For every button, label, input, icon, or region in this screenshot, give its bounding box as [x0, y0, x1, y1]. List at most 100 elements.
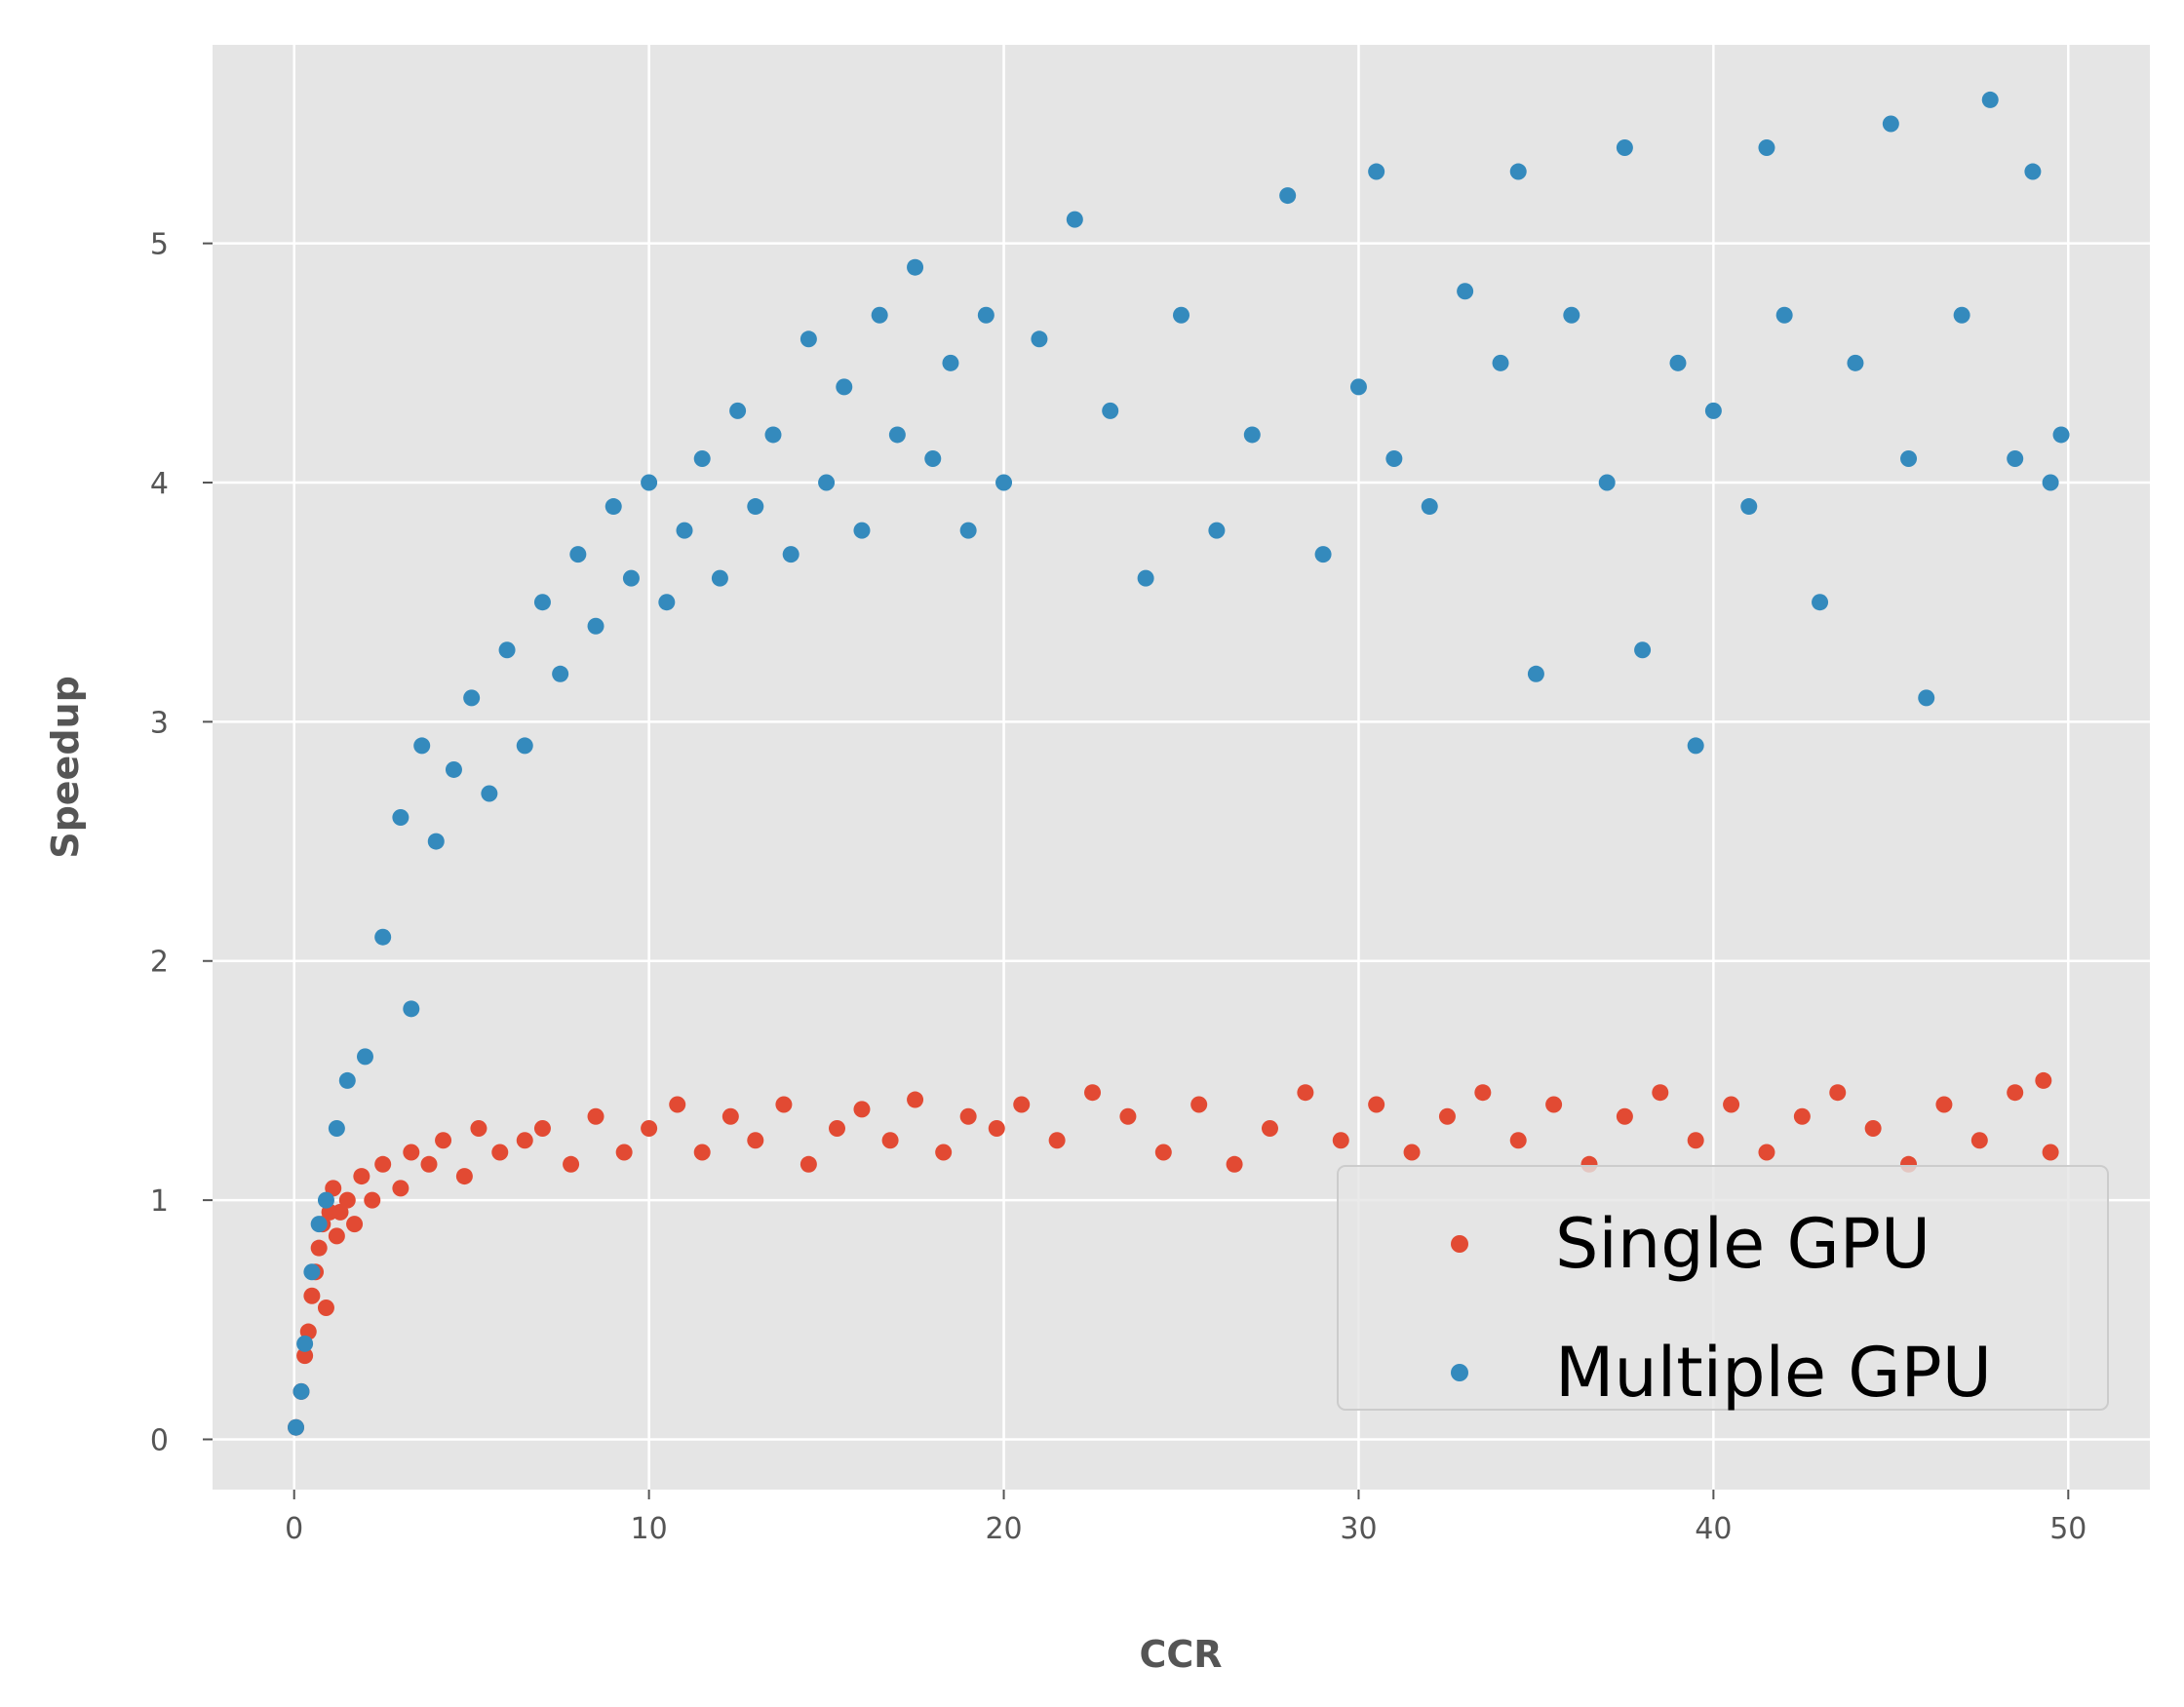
data-point	[1385, 449, 1403, 467]
data-point	[374, 1155, 392, 1173]
data-point	[622, 569, 640, 587]
data-point	[481, 785, 498, 802]
data-point	[310, 1239, 328, 1257]
legend-box	[1337, 1165, 2109, 1411]
data-point	[317, 1191, 334, 1209]
legend-label-multiple-gpu: Multiple GPU	[1555, 1333, 1992, 1413]
data-point	[463, 689, 481, 707]
data-point	[1970, 1132, 1988, 1149]
data-point	[693, 449, 711, 467]
data-point	[1119, 1107, 1137, 1125]
data-point	[1492, 354, 1509, 371]
legend-marker-single-gpu	[1451, 1235, 1468, 1253]
data-point	[782, 546, 800, 563]
data-point	[658, 594, 676, 611]
x-tick-label: 40	[1695, 1512, 1732, 1546]
data-point	[2035, 1071, 2052, 1089]
data-point	[2007, 449, 2024, 467]
data-point	[325, 1180, 342, 1197]
data-point	[303, 1287, 321, 1304]
data-point	[491, 1144, 509, 1161]
data-point	[881, 1132, 899, 1149]
data-point	[888, 426, 906, 444]
data-point	[800, 1155, 817, 1173]
data-point	[747, 498, 764, 516]
data-point	[1368, 1096, 1385, 1113]
y-tick-label: 5	[150, 228, 169, 262]
data-point	[310, 1216, 328, 1233]
data-point	[2042, 474, 2059, 491]
legend-label-single-gpu: Single GPU	[1555, 1204, 1930, 1284]
data-point	[676, 522, 693, 539]
data-point	[1527, 665, 1544, 682]
data-point	[420, 1155, 438, 1173]
data-point	[1704, 402, 1722, 419]
data-point	[516, 1132, 533, 1149]
data-point	[1669, 354, 1687, 371]
data-point	[828, 1120, 845, 1137]
data-point	[563, 1155, 580, 1173]
data-point	[1864, 1120, 1882, 1137]
data-point	[533, 594, 551, 611]
data-point	[988, 1120, 1005, 1137]
data-point	[604, 498, 622, 516]
data-point	[338, 1071, 356, 1089]
data-point	[729, 402, 747, 419]
data-point	[1137, 569, 1154, 587]
data-point	[533, 1120, 551, 1137]
data-point	[403, 1144, 420, 1161]
data-point	[1563, 306, 1580, 324]
data-point	[346, 1216, 364, 1233]
data-point	[1013, 1096, 1031, 1113]
data-point	[995, 474, 1013, 491]
data-point	[1438, 1107, 1456, 1125]
data-point	[1758, 1144, 1775, 1161]
data-point	[413, 737, 431, 755]
data-point	[328, 1120, 345, 1137]
data-point	[303, 1263, 321, 1281]
data-point	[977, 306, 994, 324]
data-point	[1474, 1084, 1492, 1102]
data-point	[1279, 187, 1297, 205]
data-point	[2042, 1144, 2059, 1161]
x-tick-label: 50	[2049, 1512, 2086, 1546]
data-point	[1775, 306, 1793, 324]
data-point	[1154, 1144, 1172, 1161]
data-point	[1457, 283, 1474, 300]
data-point	[800, 330, 817, 348]
data-point	[669, 1096, 686, 1113]
data-point	[445, 760, 462, 778]
data-point	[1332, 1132, 1349, 1149]
data-point	[1758, 139, 1775, 157]
data-point	[818, 474, 836, 491]
data-point	[392, 809, 410, 827]
data-point	[1793, 1107, 1811, 1125]
data-point	[924, 449, 942, 467]
data-point	[1368, 163, 1385, 180]
x-tick-label: 30	[1340, 1512, 1377, 1546]
data-point	[1616, 139, 1633, 157]
axis-ticks: 0 10 20 30 40 50 0 1 2 3 4 5	[150, 228, 2086, 1546]
data-point	[1812, 594, 1829, 611]
data-point	[1066, 211, 1083, 228]
data-point	[455, 1168, 473, 1185]
data-point	[1847, 354, 1864, 371]
data-point	[1509, 163, 1527, 180]
data-point	[552, 665, 569, 682]
x-tick-label: 20	[985, 1512, 1022, 1546]
data-point	[2024, 163, 2042, 180]
x-tick-label: 10	[631, 1512, 668, 1546]
data-point	[332, 1203, 349, 1221]
data-point	[836, 378, 853, 396]
y-tick-label: 3	[150, 706, 169, 740]
data-point	[1981, 91, 1999, 108]
data-point	[907, 1091, 924, 1108]
data-point	[587, 617, 604, 635]
y-tick-label: 0	[150, 1423, 169, 1457]
data-point	[1918, 689, 1935, 707]
data-point	[871, 306, 888, 324]
data-point	[364, 1191, 381, 1209]
data-point	[1935, 1096, 1953, 1113]
data-point	[1226, 1155, 1243, 1173]
x-tick-label: 0	[285, 1512, 303, 1546]
